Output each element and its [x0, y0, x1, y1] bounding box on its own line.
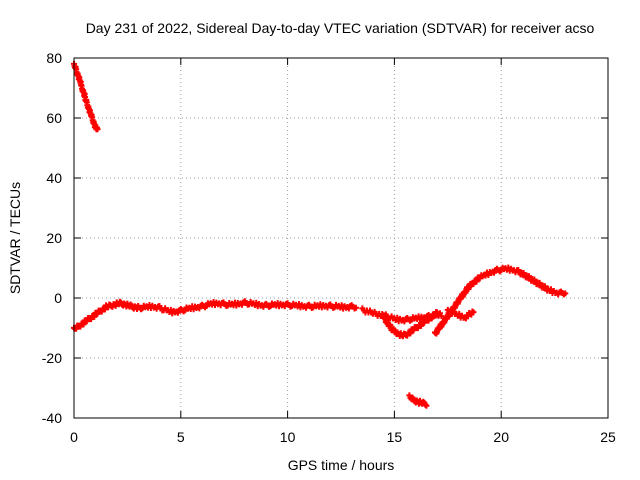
data-point — [410, 327, 417, 334]
data-point — [470, 309, 477, 316]
y-tick-label: -40 — [42, 410, 62, 426]
data-point — [438, 313, 445, 320]
data-point — [352, 304, 359, 311]
x-tick-label: 5 — [177, 429, 185, 445]
data-point — [562, 290, 569, 297]
data-points — [71, 60, 569, 409]
data-point — [91, 313, 98, 320]
x-tick-label: 15 — [387, 429, 403, 445]
data-point — [94, 126, 101, 133]
data-point — [423, 402, 430, 409]
y-tick-label: 60 — [46, 110, 62, 126]
data-point — [83, 318, 90, 325]
y-tick-label: 40 — [46, 170, 62, 186]
series-segment-6 — [444, 306, 477, 322]
grid — [74, 58, 608, 418]
data-point — [414, 325, 421, 332]
data-point — [98, 308, 105, 315]
y-axis-title: SDTVAR / TECUs — [7, 182, 23, 294]
series-segment-0 — [71, 60, 101, 133]
series-segment-3 — [382, 310, 445, 325]
y-tick-label: 0 — [54, 290, 62, 306]
y-tick-label: 80 — [46, 50, 62, 66]
series-segment-4 — [406, 392, 430, 409]
data-point — [404, 332, 411, 339]
y-tick-label: -20 — [42, 350, 62, 366]
data-point — [466, 284, 473, 291]
x-tick-label: 0 — [70, 429, 78, 445]
data-point — [94, 310, 101, 317]
series-segment-1 — [71, 298, 359, 332]
series-segment-2 — [359, 305, 441, 340]
x-tick-label: 25 — [600, 429, 616, 445]
axis-ticks: 0 5 10 15 20 25 -40 -20 0 20 40 60 80 — [42, 50, 616, 445]
data-point — [88, 316, 95, 323]
data-point — [418, 322, 425, 329]
data-point — [407, 330, 414, 337]
data-point — [470, 281, 477, 287]
data-point — [421, 319, 428, 326]
y-tick-label: 20 — [46, 230, 62, 246]
x-tick-label: 10 — [280, 429, 296, 445]
data-point — [77, 323, 84, 330]
data-point — [473, 278, 480, 285]
chart-title: Day 231 of 2022, Sidereal Day-to-day VTE… — [86, 20, 595, 36]
data-point — [80, 321, 87, 328]
series-segment-5 — [431, 264, 569, 337]
x-tick-label: 20 — [493, 429, 509, 445]
x-axis-title: GPS time / hours — [288, 457, 395, 473]
